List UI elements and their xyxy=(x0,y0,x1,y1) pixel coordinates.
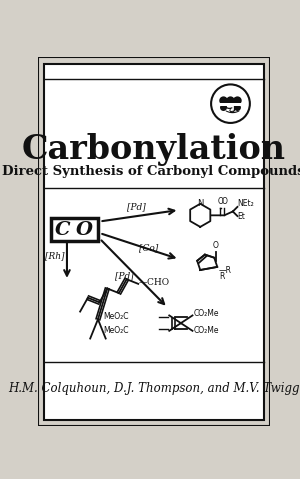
Text: —R: —R xyxy=(219,265,232,274)
Bar xyxy=(52,217,98,241)
Bar xyxy=(220,103,241,106)
Text: O: O xyxy=(218,197,223,206)
Circle shape xyxy=(220,104,227,111)
Text: O: O xyxy=(221,197,227,206)
Circle shape xyxy=(234,104,241,111)
Text: MeO₂C: MeO₂C xyxy=(103,326,129,335)
Text: Et: Et xyxy=(238,212,245,221)
Text: C: C xyxy=(55,221,70,239)
Text: O: O xyxy=(213,241,219,250)
Text: —CHO: —CHO xyxy=(139,278,170,287)
Text: [Rh]: [Rh] xyxy=(45,251,64,261)
Text: R: R xyxy=(219,272,224,281)
Text: Direct Synthesis of Carbonyl Compounds: Direct Synthesis of Carbonyl Compounds xyxy=(2,165,300,178)
Text: [Pd]: [Pd] xyxy=(127,203,146,212)
Circle shape xyxy=(226,96,235,105)
Text: [Pd]: [Pd] xyxy=(115,271,134,280)
Text: ę͜ʃ: ę͜ʃ xyxy=(223,96,238,113)
Text: CO₂Me: CO₂Me xyxy=(194,309,220,319)
Text: O: O xyxy=(76,221,92,239)
Text: NEt₂: NEt₂ xyxy=(238,199,254,208)
Text: CO₂Me: CO₂Me xyxy=(194,326,220,335)
Text: N: N xyxy=(197,199,203,208)
Text: MeO₂C: MeO₂C xyxy=(103,312,129,321)
Circle shape xyxy=(233,96,242,105)
Text: [Co]: [Co] xyxy=(139,243,158,252)
Circle shape xyxy=(219,96,228,105)
Text: H.M. Colquhoun, D.J. Thompson, and M.V. Twigg: H.M. Colquhoun, D.J. Thompson, and M.V. … xyxy=(8,382,299,395)
Text: Carbonylation: Carbonylation xyxy=(22,133,286,166)
